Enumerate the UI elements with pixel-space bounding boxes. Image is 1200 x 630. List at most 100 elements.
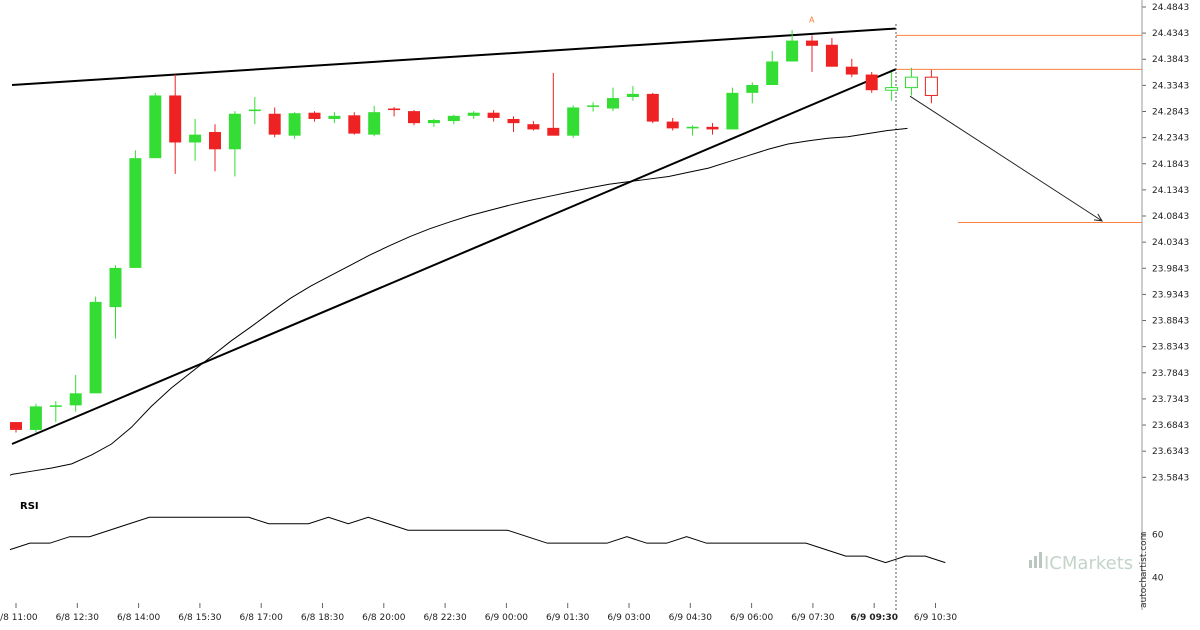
candle bbox=[10, 422, 22, 433]
forecast-arrow-head bbox=[1094, 213, 1103, 222]
candle-body bbox=[228, 113, 241, 150]
candle-body bbox=[209, 132, 221, 150]
candle-body bbox=[467, 112, 480, 116]
time-tick-label: 6/8 22:30 bbox=[423, 613, 467, 623]
candle-body bbox=[726, 92, 739, 130]
candle-body bbox=[10, 422, 22, 430]
time-tick-label: 6/8 11:00 bbox=[0, 613, 38, 623]
rsi-tick-label: 60 bbox=[1152, 531, 1164, 541]
candles: A bbox=[10, 15, 938, 433]
price-tick-label: 24.1343 bbox=[1152, 186, 1189, 196]
candle-body bbox=[408, 111, 420, 124]
candle-body bbox=[865, 74, 878, 91]
candle bbox=[29, 403, 42, 433]
candle-body bbox=[487, 112, 500, 118]
candle bbox=[408, 110, 420, 126]
candle bbox=[924, 69, 938, 104]
rsi-label: RSI bbox=[20, 501, 39, 512]
time-axis: 6/8 11:00 6/8 12:30 6/8 14:00 6/8 15:30 6/8 … bbox=[0, 603, 957, 623]
candle-body bbox=[328, 115, 341, 119]
candle-body bbox=[547, 127, 560, 136]
candle bbox=[845, 58, 858, 78]
price-tick-label: 23.9843 bbox=[1152, 264, 1189, 274]
candle-body bbox=[368, 112, 381, 135]
time-tick-label: 6/8 17:00 bbox=[240, 613, 284, 623]
time-tick-label: 6/9 01:30 bbox=[546, 613, 590, 623]
trendline-lower bbox=[11, 68, 896, 445]
candle bbox=[328, 112, 341, 124]
candle bbox=[268, 107, 281, 138]
candle-body bbox=[49, 405, 62, 407]
candle bbox=[109, 265, 122, 339]
candle-body bbox=[149, 95, 162, 159]
time-tick-label: 6/8 14:00 bbox=[117, 613, 161, 623]
price-tick-label: 23.6343 bbox=[1152, 447, 1189, 457]
price-axis: 24.4843 24.4343 24.3843 24.3343 24.2843 24.23… bbox=[1141, 0, 1189, 610]
time-tick-label: 6/8 12:30 bbox=[56, 613, 100, 623]
price-tick-label: 23.6843 bbox=[1152, 421, 1189, 431]
candle bbox=[49, 401, 62, 423]
candle bbox=[527, 121, 540, 131]
candle bbox=[149, 92, 162, 159]
candle bbox=[228, 111, 241, 177]
candle bbox=[905, 67, 918, 96]
candle bbox=[547, 72, 560, 136]
candle bbox=[169, 74, 182, 174]
price-tick-label: 24.2343 bbox=[1152, 134, 1189, 144]
candle-body bbox=[607, 98, 619, 109]
pattern-point-label: A bbox=[809, 15, 815, 24]
candle-body bbox=[646, 93, 659, 122]
candle-body bbox=[388, 108, 401, 111]
price-tick-label: 24.4343 bbox=[1152, 29, 1189, 39]
candle bbox=[288, 112, 301, 139]
time-tick-label: 6/8 15:30 bbox=[178, 613, 222, 623]
candle bbox=[746, 82, 759, 104]
candle bbox=[507, 116, 520, 133]
candle-body bbox=[905, 76, 918, 89]
candle bbox=[786, 30, 799, 62]
candle bbox=[825, 37, 838, 67]
candle-body bbox=[686, 126, 699, 129]
candle bbox=[666, 117, 679, 131]
candle bbox=[885, 71, 899, 101]
time-tick-label: 6/9 09:30 bbox=[850, 613, 898, 623]
candle-body bbox=[189, 134, 202, 143]
candle-body bbox=[288, 113, 301, 136]
price-tick-label: 23.7343 bbox=[1152, 395, 1189, 405]
trendline-upper bbox=[11, 27, 896, 86]
candle-body bbox=[507, 118, 520, 124]
candle bbox=[467, 111, 480, 119]
candle-body bbox=[885, 87, 899, 91]
candle bbox=[447, 114, 460, 125]
candle bbox=[487, 110, 500, 122]
candle bbox=[686, 125, 699, 136]
moving-average bbox=[9, 127, 908, 476]
trendlines bbox=[11, 27, 896, 445]
candle-body bbox=[567, 107, 580, 136]
candle bbox=[726, 87, 739, 130]
time-tick-label: 6/8 20:00 bbox=[362, 613, 406, 623]
candle bbox=[209, 124, 221, 172]
time-tick-label: 6/9 07:30 bbox=[791, 613, 835, 623]
brand-name: ICMarkets bbox=[1044, 553, 1133, 574]
candle bbox=[607, 87, 619, 112]
price-tick-label: 24.4843 bbox=[1152, 3, 1189, 13]
candle-body bbox=[89, 301, 102, 394]
horizontal-levels bbox=[895, 24, 1142, 610]
candle-body bbox=[924, 76, 938, 96]
candle bbox=[189, 118, 202, 161]
candle-body bbox=[348, 115, 361, 134]
candle-body bbox=[427, 120, 440, 124]
forecast-arrow bbox=[909, 95, 1103, 222]
candle-body bbox=[666, 121, 679, 129]
candle-body bbox=[527, 124, 540, 130]
candle bbox=[626, 86, 639, 101]
candle bbox=[69, 375, 82, 412]
candle bbox=[865, 71, 878, 93]
price-tick-label: 23.8343 bbox=[1152, 343, 1189, 353]
candle bbox=[706, 123, 719, 135]
price-tick-label: 23.5843 bbox=[1152, 473, 1189, 483]
candle-body bbox=[587, 105, 600, 107]
candle-body bbox=[129, 158, 142, 268]
candle bbox=[567, 105, 580, 138]
